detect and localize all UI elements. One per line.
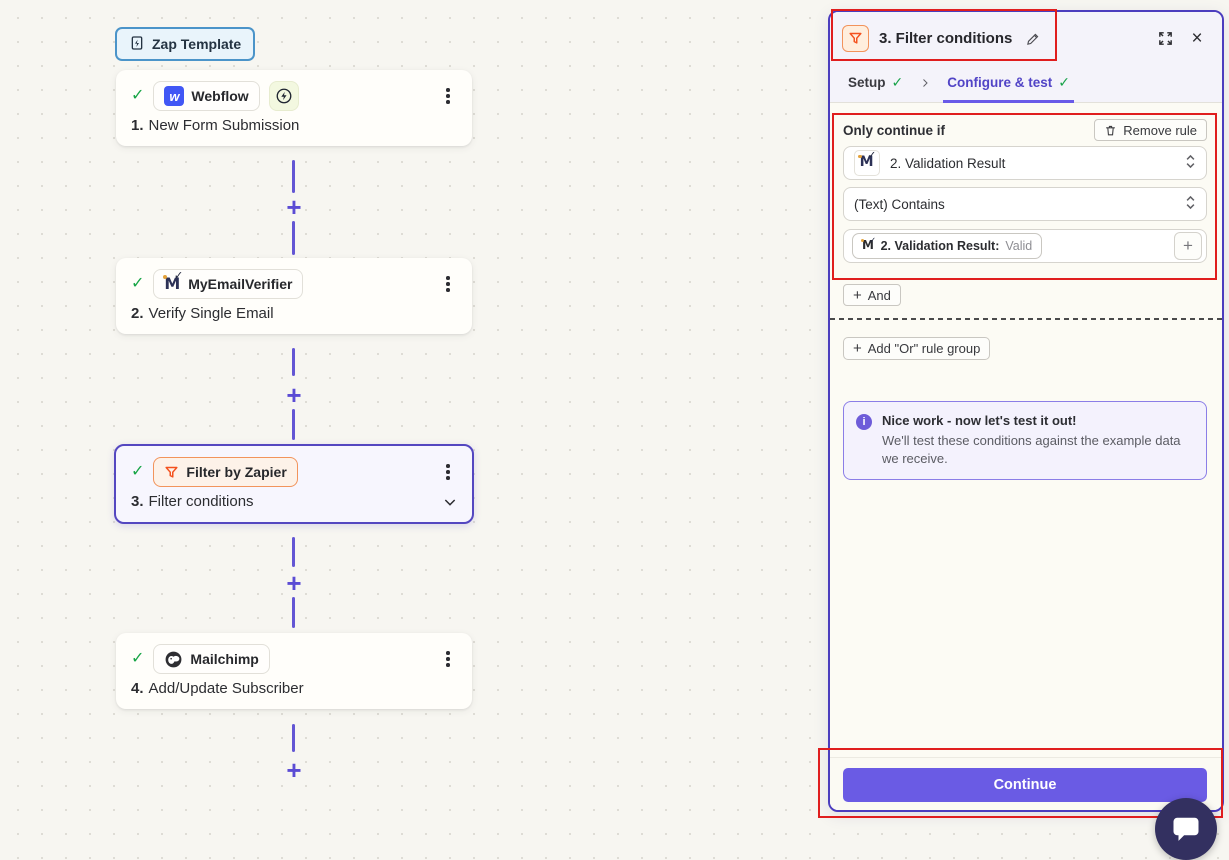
connector-line bbox=[292, 597, 295, 628]
add-and-rule-button[interactable]: + And bbox=[843, 284, 901, 306]
rule-group-label: Only continue if bbox=[843, 122, 946, 138]
select-chevrons-icon bbox=[1185, 153, 1196, 173]
step-complete-check-icon: ✓ bbox=[131, 275, 145, 292]
app-pill-webflow[interactable]: w Webflow bbox=[153, 81, 260, 111]
step-card-4[interactable]: ✓ Mailchimp 4. Add/Update Subscriber bbox=[116, 633, 472, 709]
app-name: MyEmailVerifier bbox=[188, 276, 293, 292]
app-pill-myemailverifier[interactable]: M ✓ MyEmailVerifier bbox=[153, 268, 304, 299]
plus-icon: + bbox=[853, 286, 862, 304]
trash-icon bbox=[1106, 125, 1116, 135]
connector-line bbox=[292, 409, 295, 440]
panel-body: Only continue if Remove rule M ✓ 2. Valid… bbox=[830, 103, 1222, 757]
plus-icon: + bbox=[853, 340, 862, 357]
edit-title-pencil-icon[interactable] bbox=[1022, 27, 1044, 49]
step-complete-check-icon: ✓ bbox=[131, 87, 145, 104]
value-input[interactable]: M ✓ 2. Validation Result: Valid + bbox=[843, 229, 1207, 263]
step-card-2[interactable]: ✓ M ✓ MyEmailVerifier 2. Verify Single Ema… bbox=[116, 258, 472, 334]
step-config-panel: 3. Filter conditions × Setup ✓ Configure … bbox=[828, 10, 1224, 812]
step-title: 4. Add/Update Subscriber bbox=[131, 680, 304, 697]
myemailverifier-icon: M ✓ bbox=[860, 235, 877, 253]
step-complete-check-icon: ✓ bbox=[131, 650, 145, 667]
pill-field-value: Valid bbox=[1005, 239, 1033, 253]
chevron-down-icon[interactable] bbox=[442, 494, 458, 510]
connector-line bbox=[292, 724, 295, 752]
field-select[interactable]: M ✓ 2. Validation Result bbox=[843, 146, 1207, 180]
step-title: 2. Verify Single Email bbox=[131, 305, 274, 322]
myemailverifier-icon: M ✓ bbox=[162, 268, 184, 294]
info-icon: i bbox=[856, 414, 872, 430]
check-icon: ✓ bbox=[891, 73, 904, 90]
insert-data-plus-button[interactable]: + bbox=[1174, 232, 1202, 260]
info-title: Nice work - now let's test it out! bbox=[882, 413, 1077, 428]
connector-line bbox=[292, 160, 295, 193]
chat-widget-button[interactable] bbox=[1155, 798, 1217, 860]
add-step-button[interactable]: + bbox=[286, 755, 302, 785]
tab-configure-test[interactable]: Configure & test ✓ bbox=[943, 64, 1074, 103]
add-or-rule-group-button[interactable]: + Add "Or" rule group bbox=[843, 337, 991, 360]
app-name: Webflow bbox=[191, 88, 249, 104]
mailchimp-icon bbox=[165, 651, 182, 667]
step-title: 1. New Form Submission bbox=[131, 117, 300, 134]
mapped-field-pill[interactable]: M ✓ 2. Validation Result: Valid bbox=[852, 233, 1043, 259]
zap-template-icon bbox=[129, 35, 145, 54]
remove-rule-button[interactable]: Remove rule bbox=[1094, 119, 1207, 141]
rule-group-divider bbox=[830, 318, 1222, 320]
step-menu-kebab-icon[interactable] bbox=[438, 648, 458, 670]
filter-icon bbox=[165, 466, 178, 478]
select-chevrons-icon bbox=[1185, 194, 1196, 214]
step-title: 3. Filter conditions bbox=[131, 493, 458, 510]
add-step-button[interactable]: + bbox=[286, 192, 302, 222]
app-pill-mailchimp[interactable]: Mailchimp bbox=[153, 644, 270, 674]
add-step-button[interactable]: + bbox=[286, 568, 302, 598]
operator-select[interactable]: (Text) Contains bbox=[843, 187, 1207, 221]
field-select-value: 2. Validation Result bbox=[890, 155, 1006, 171]
filter-icon bbox=[842, 24, 869, 52]
connector-line bbox=[292, 348, 295, 376]
pill-field-name: 2. Validation Result: bbox=[880, 239, 1000, 253]
app-name: Filter by Zapier bbox=[186, 464, 287, 480]
tab-setup[interactable]: Setup ✓ bbox=[848, 73, 904, 90]
step-card-3-selected[interactable]: ✓ Filter by Zapier 3. Filter conditions bbox=[114, 444, 474, 524]
operator-select-value: (Text) Contains bbox=[854, 196, 945, 212]
check-icon: ✓ bbox=[1058, 73, 1070, 90]
panel-header: 3. Filter conditions × bbox=[830, 12, 1222, 64]
close-panel-icon[interactable]: × bbox=[1191, 27, 1203, 49]
panel-title: 3. Filter conditions bbox=[879, 29, 1013, 47]
expand-panel-icon[interactable] bbox=[1154, 27, 1176, 49]
instant-trigger-icon bbox=[268, 81, 299, 111]
step-complete-check-icon: ✓ bbox=[131, 463, 145, 480]
app-name: Mailchimp bbox=[190, 651, 259, 667]
zap-template-badge[interactable]: Zap Template bbox=[115, 27, 256, 61]
panel-footer: Continue bbox=[830, 757, 1222, 810]
info-callout: i Nice work - now let's test it out! We'… bbox=[843, 401, 1207, 481]
chat-bubble-icon bbox=[1173, 817, 1199, 841]
zap-template-label: Zap Template bbox=[152, 36, 242, 52]
connector-line bbox=[292, 537, 295, 567]
chevron-right-icon bbox=[917, 64, 933, 102]
step-menu-kebab-icon[interactable] bbox=[438, 461, 458, 483]
continue-button[interactable]: Continue bbox=[843, 768, 1207, 802]
step-menu-kebab-icon[interactable] bbox=[438, 273, 458, 295]
myemailverifier-icon: M ✓ bbox=[854, 150, 880, 176]
connector-line bbox=[292, 221, 295, 255]
webflow-icon: w bbox=[164, 86, 185, 106]
app-pill-filter[interactable]: Filter by Zapier bbox=[153, 457, 298, 487]
add-step-button[interactable]: + bbox=[286, 380, 302, 410]
info-body: We'll test these conditions against the … bbox=[882, 433, 1181, 466]
panel-tabs: Setup ✓ Configure & test ✓ bbox=[830, 64, 1222, 103]
step-card-1[interactable]: ✓ w Webflow 1. New Form Submission bbox=[116, 70, 472, 146]
step-menu-kebab-icon[interactable] bbox=[438, 85, 458, 107]
